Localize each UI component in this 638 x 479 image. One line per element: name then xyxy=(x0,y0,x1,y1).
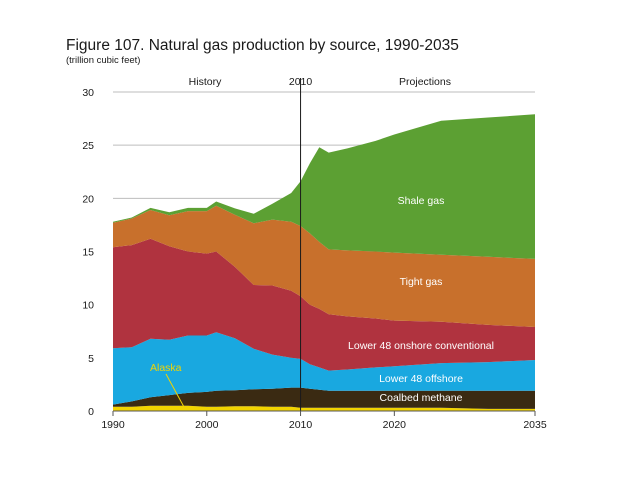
label-lower-48-onshore-conventional: Lower 48 onshore conventional xyxy=(348,340,494,352)
label-alaska: Alaska xyxy=(150,362,182,374)
divider-label: 2010 xyxy=(289,76,313,88)
label-tight-gas: Tight gas xyxy=(400,276,443,288)
area-lower-48-onshore-conventional xyxy=(113,238,535,371)
axes: 0 5 10 15 20 25 30 1990 2000 2010 2020 2035 xyxy=(82,87,547,431)
y-tick-label: 5 xyxy=(88,353,94,365)
history-label: History xyxy=(189,76,222,88)
x-tick-label: 2000 xyxy=(195,419,219,431)
divider-2010: 2010 History Projections xyxy=(189,76,451,411)
chart-title: Figure 107. Natural gas production by so… xyxy=(66,37,459,54)
area-series xyxy=(113,114,535,411)
area-alaska xyxy=(113,405,535,411)
x-tick-label: 2020 xyxy=(383,419,407,431)
x-tick-label: 1990 xyxy=(101,419,125,431)
x-tick-label: 2010 xyxy=(289,419,313,431)
label-shale-gas: Shale gas xyxy=(398,195,445,207)
y-tick-label: 15 xyxy=(82,247,94,259)
area-coalbed-methane xyxy=(113,387,535,409)
y-tick-label: 25 xyxy=(82,140,94,152)
y-tick-label: 20 xyxy=(82,193,94,205)
chart-subtitle: (trillion cubic feet) xyxy=(66,55,140,66)
y-tick-label: 30 xyxy=(82,87,94,99)
area-tight-gas xyxy=(113,205,535,327)
y-tick-label: 10 xyxy=(82,300,94,312)
y-tick-label: 0 xyxy=(88,406,94,418)
x-tick-label: 2035 xyxy=(523,419,547,431)
area-shale-gas xyxy=(113,114,535,259)
label-lower-48-offshore: Lower 48 offshore xyxy=(379,373,463,385)
area-lower-48-offshore xyxy=(113,332,535,405)
alaska-leader-line xyxy=(165,373,185,408)
projections-label: Projections xyxy=(399,76,451,88)
series-labels: Shale gas Tight gas Lower 48 onshore conve… xyxy=(150,195,494,408)
label-coalbed-methane: Coalbed methane xyxy=(380,392,463,404)
